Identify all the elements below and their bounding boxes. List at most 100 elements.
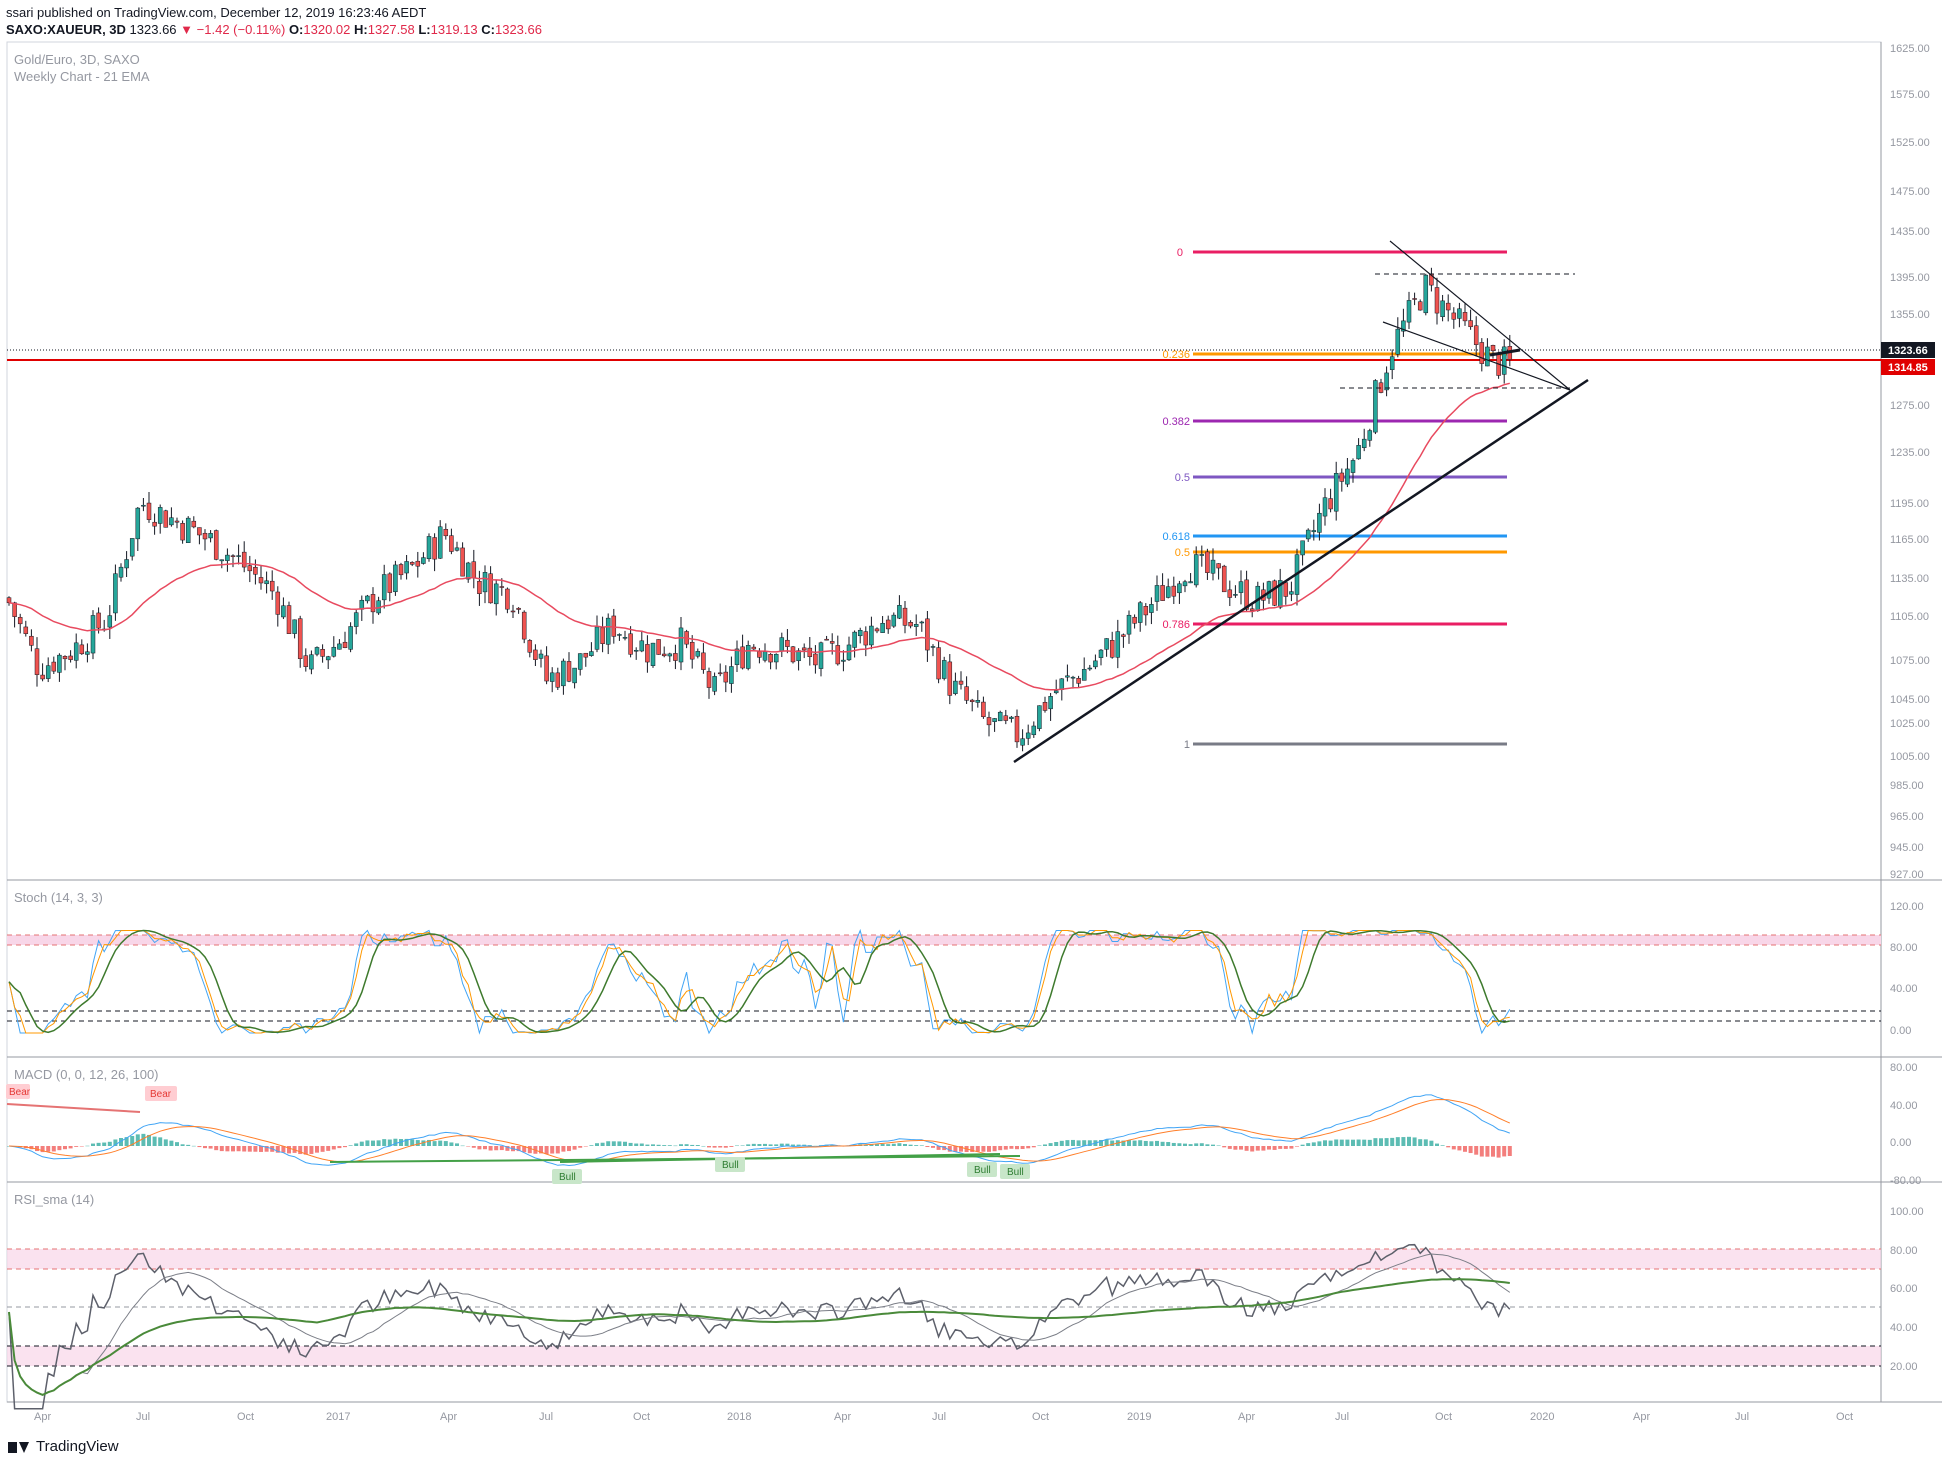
macd-bar (1317, 1141, 1322, 1146)
price-label: 945.00 (1890, 842, 1924, 854)
candle (723, 671, 729, 683)
macd-bar (1351, 1139, 1355, 1146)
macd-bar (1451, 1146, 1456, 1150)
candle (1137, 602, 1143, 623)
candle (1244, 579, 1249, 610)
candle (779, 637, 785, 652)
candle (387, 573, 393, 593)
candle (1501, 346, 1507, 375)
candle (589, 651, 594, 656)
candle (213, 530, 219, 560)
macd-bar (992, 1146, 997, 1152)
macd-bar (225, 1146, 230, 1152)
candle (320, 649, 325, 657)
candle (829, 641, 835, 644)
candle (913, 624, 919, 627)
candle (135, 507, 141, 540)
macd-bar (1031, 1146, 1036, 1148)
macd-bar (623, 1141, 627, 1146)
main-pane-subtitle: Weekly Chart - 21 EMA (14, 69, 150, 84)
candle (1053, 690, 1059, 694)
macd-bar (1272, 1146, 1277, 1150)
candle (415, 560, 421, 567)
macd-bar (1283, 1146, 1288, 1149)
macd-bar (203, 1146, 207, 1149)
candle (577, 653, 583, 670)
candle (85, 651, 90, 655)
macd-bar (1216, 1145, 1221, 1146)
wedge-upper-line[interactable] (1389, 240, 1571, 391)
time-label: Oct (1435, 1411, 1452, 1423)
bear-tag-1 (6, 1084, 30, 1099)
candle (757, 651, 762, 658)
wedge-lower-line[interactable] (1382, 321, 1571, 391)
macd-bar (953, 1146, 958, 1152)
macd-bar (600, 1142, 605, 1146)
candle (1081, 669, 1087, 681)
macd-bar (578, 1146, 583, 1148)
candle (1199, 554, 1205, 556)
macd-bar (746, 1144, 751, 1146)
macd-bar (298, 1146, 303, 1155)
candle (863, 631, 869, 646)
macd-bar (477, 1146, 482, 1150)
macd-bar (1412, 1137, 1417, 1146)
macd-bar (735, 1145, 739, 1147)
macd-bar (438, 1140, 443, 1146)
candle (1216, 563, 1221, 569)
macd-bar (455, 1143, 459, 1146)
time-label: Apr (440, 1411, 457, 1423)
macd-bar (651, 1144, 655, 1146)
candle (68, 655, 73, 660)
macd-bar (914, 1145, 919, 1146)
rsi-oversold-band (7, 1346, 1881, 1366)
macd-bar (432, 1141, 437, 1146)
macd-bar (880, 1143, 885, 1146)
candle (482, 572, 488, 593)
fib-retracement[interactable]: 0 0.236 0.382 0.5 0.618 0.5 0.786 1 (1162, 247, 1507, 751)
candle (566, 661, 572, 682)
candle (1277, 580, 1283, 608)
candle (6, 597, 12, 604)
macd-bar (1239, 1146, 1243, 1150)
ema-21-line (8, 382, 1510, 691)
candle (1233, 594, 1238, 596)
time-axis: Apr Jul Oct 2017 Apr Jul Oct 2018 Apr Ju… (34, 1411, 1853, 1423)
macd-bar (1155, 1140, 1159, 1146)
price-label: 1625.00 (1890, 43, 1930, 55)
price-label: 1025.00 (1890, 718, 1930, 730)
candle (79, 644, 85, 655)
candle (124, 559, 129, 569)
candle (197, 527, 202, 536)
macd-axis: 80.00 40.00 0.00 -80.00 (1890, 1062, 1921, 1187)
tradingview-footer[interactable]: TradingView (8, 1438, 119, 1455)
symbol[interactable]: SAXO:XAUEUR, 3D (6, 22, 126, 37)
macd-bar (219, 1146, 224, 1152)
time-label: 2017 (326, 1411, 350, 1423)
candle (1339, 472, 1345, 482)
candle (365, 595, 370, 602)
macd-bar (309, 1146, 314, 1154)
price-label: 1475.00 (1890, 186, 1930, 198)
macd-bar (572, 1146, 577, 1150)
candle (393, 564, 398, 593)
candle (1373, 380, 1378, 433)
candle (1014, 715, 1020, 743)
candle (1434, 287, 1440, 314)
candle (617, 634, 622, 636)
candle (583, 652, 589, 658)
fib-label-05: 0.5 (1175, 472, 1190, 484)
macd-bar (1048, 1143, 1053, 1146)
macd-bar (499, 1146, 504, 1151)
candle (1065, 675, 1070, 678)
candle (247, 565, 253, 572)
time-label: Apr (834, 1411, 851, 1423)
stoch-pane-title: Stoch (14, 3, 3) (14, 890, 103, 905)
rising-trendline[interactable] (1013, 378, 1589, 764)
macd-bar (970, 1146, 975, 1152)
candle (689, 641, 695, 660)
macd-bar (539, 1146, 543, 1154)
rsi-label: 20.00 (1890, 1361, 1918, 1373)
tradingview-logo-icon (8, 1440, 30, 1454)
